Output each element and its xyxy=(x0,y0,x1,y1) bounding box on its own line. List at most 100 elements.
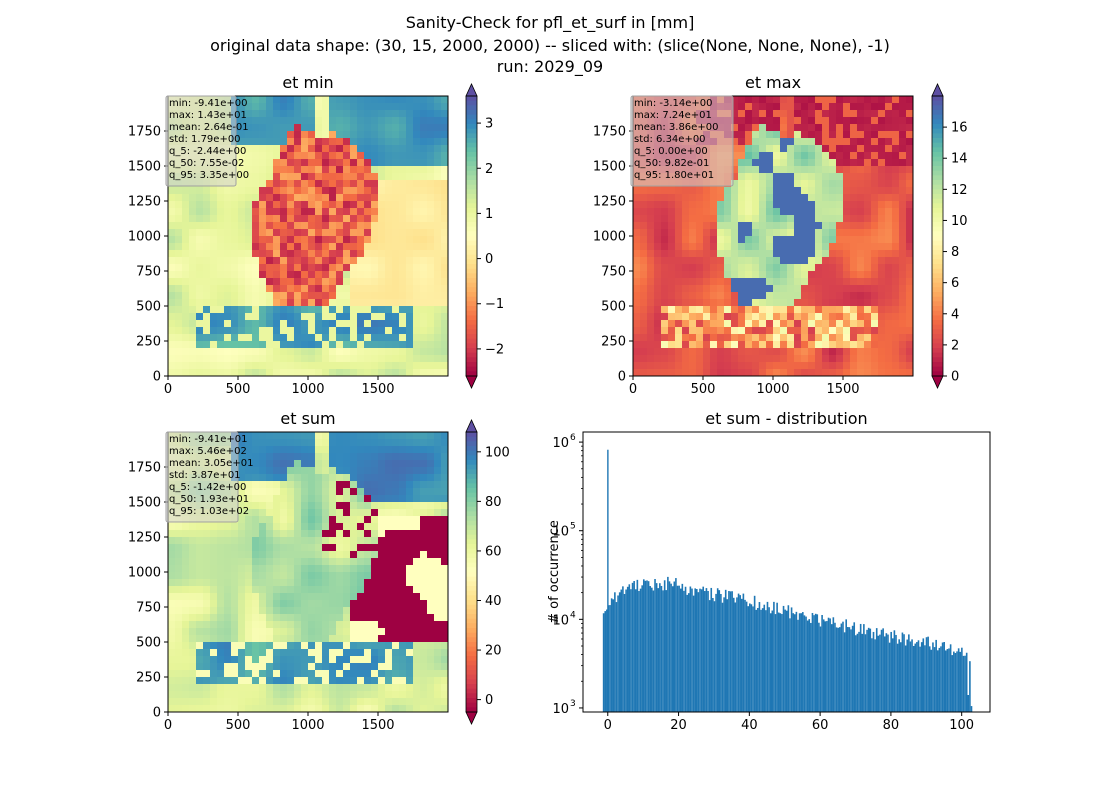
heatmap-cell xyxy=(371,467,379,475)
heatmap-cell xyxy=(329,348,337,356)
heatmap-cell xyxy=(406,138,414,146)
heatmap-cell xyxy=(266,614,274,622)
heatmap-cell xyxy=(406,537,414,545)
heatmap-cell xyxy=(850,194,858,202)
heatmap-cell xyxy=(371,292,379,300)
heatmap-cell xyxy=(808,313,816,321)
heatmap-cell xyxy=(420,110,428,118)
heatmap-cell xyxy=(350,460,358,468)
heatmap-cell xyxy=(322,586,330,594)
heatmap-cell xyxy=(780,124,788,132)
heatmap-cell xyxy=(745,285,753,293)
heatmap-cell xyxy=(773,327,781,335)
heatmap-cell xyxy=(336,166,344,174)
heatmap-cell xyxy=(357,530,365,538)
heatmap-cell xyxy=(364,355,372,363)
heatmap-cell xyxy=(871,166,879,174)
heatmap-cell xyxy=(441,264,449,272)
heatmap-cell xyxy=(343,565,351,573)
heatmap-cell xyxy=(280,621,288,629)
heatmap-cell xyxy=(266,299,274,307)
heatmap-cell xyxy=(371,299,379,307)
heatmap-cell xyxy=(315,607,323,615)
heatmap-cell xyxy=(385,474,393,482)
heatmap-cell xyxy=(357,579,365,587)
heatmap-cell xyxy=(780,285,788,293)
heatmap-cell xyxy=(210,635,218,643)
heatmap-cell xyxy=(322,572,330,580)
heatmap-cell xyxy=(196,313,204,321)
heatmap-cell xyxy=(203,670,211,678)
heatmap-cell xyxy=(378,341,386,349)
heatmap-cell xyxy=(252,250,260,258)
heatmap-cell xyxy=(434,656,442,664)
heatmap-cell xyxy=(266,635,274,643)
heatmap-cell xyxy=(836,362,844,370)
heatmap-cell xyxy=(427,166,435,174)
heatmap-cell xyxy=(224,215,232,223)
heatmap-cell xyxy=(766,341,774,349)
heatmap-cell xyxy=(857,341,865,349)
heatmap-cell xyxy=(385,649,393,657)
heatmap-cell xyxy=(766,320,774,328)
heatmap-cell xyxy=(406,586,414,594)
heatmap-cell xyxy=(343,530,351,538)
heatmap-cell xyxy=(441,313,449,321)
heatmap-cell xyxy=(413,103,421,111)
heatmap-cell xyxy=(217,355,225,363)
heatmap-cell xyxy=(434,334,442,342)
colorbar-segment xyxy=(932,310,943,316)
heatmap-cell xyxy=(238,341,246,349)
heatmap-cell xyxy=(308,103,316,111)
heatmap-cell xyxy=(378,600,386,608)
heatmap-cell xyxy=(252,446,260,454)
heatmap-cell xyxy=(203,565,211,573)
heatmap-cell xyxy=(752,180,760,188)
heatmap-cell xyxy=(245,432,253,440)
heatmap-cell xyxy=(245,292,253,300)
heatmap-cell xyxy=(266,166,274,174)
heatmap-cell xyxy=(287,229,295,237)
heatmap-cell xyxy=(301,558,309,566)
heatmap-cell xyxy=(301,362,309,370)
stats-box-background xyxy=(165,95,237,187)
heatmap-cell xyxy=(252,187,260,195)
heatmap-cell xyxy=(885,250,893,258)
heatmap-cell xyxy=(308,243,316,251)
heatmap-cell xyxy=(822,334,830,342)
heatmap-cell xyxy=(906,306,914,314)
heatmap-cell xyxy=(182,663,190,671)
heatmap-cell xyxy=(357,222,365,230)
heatmap-cell xyxy=(906,341,914,349)
colorbar-segment xyxy=(466,362,477,368)
heatmap-cell xyxy=(406,432,414,440)
heatmap-cell xyxy=(703,215,711,223)
heatmap-cell xyxy=(371,446,379,454)
heatmap-cell xyxy=(329,558,337,566)
heatmap-cell xyxy=(266,572,274,580)
heatmap-cell xyxy=(182,341,190,349)
heatmap-cell xyxy=(899,159,907,167)
heatmap-cell xyxy=(385,229,393,237)
heatmap-cell xyxy=(287,600,295,608)
heatmap-cell xyxy=(322,236,330,244)
heatmap-cell xyxy=(294,488,302,496)
heatmap-cell xyxy=(364,222,372,230)
heatmap-cell xyxy=(836,229,844,237)
heatmap-cell xyxy=(308,278,316,286)
heatmap-cell xyxy=(378,369,386,377)
heatmap-cell xyxy=(378,145,386,153)
colorbar-segment xyxy=(932,236,943,242)
heatmap-cell xyxy=(385,215,393,223)
heatmap-cell xyxy=(287,432,295,440)
heatmap-cell xyxy=(682,229,690,237)
y-tick-label: 750 xyxy=(136,265,161,280)
heatmap-cell xyxy=(203,215,211,223)
heatmap-cell xyxy=(238,481,246,489)
heatmap-cell xyxy=(231,320,239,328)
heatmap-cell xyxy=(301,628,309,636)
heatmap-cell xyxy=(371,488,379,496)
heatmap-cell xyxy=(808,222,816,230)
heatmap-cell xyxy=(392,145,400,153)
heatmap-cell xyxy=(252,173,260,181)
